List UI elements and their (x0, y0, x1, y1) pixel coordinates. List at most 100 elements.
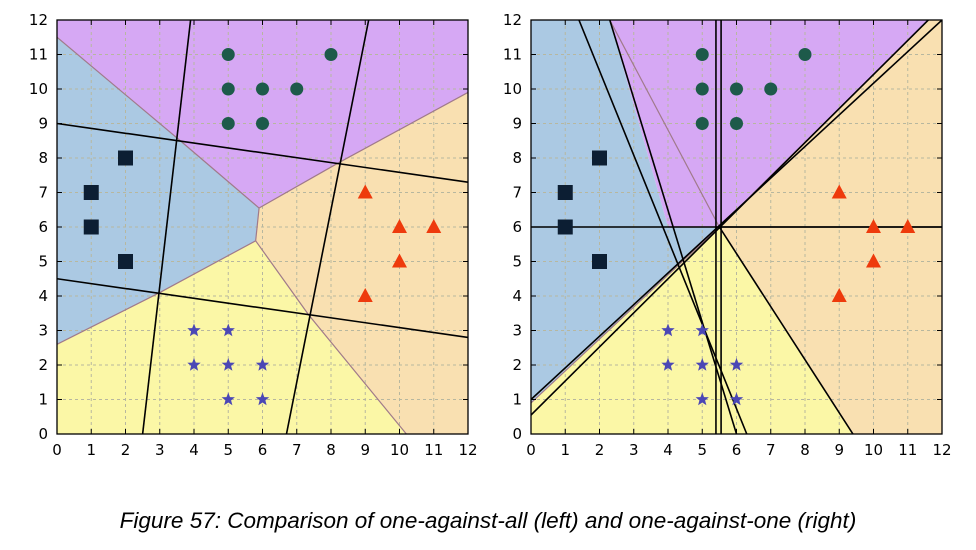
y-tick-label: 0 (512, 425, 522, 443)
y-tick-label: 12 (29, 11, 48, 29)
y-tick-label: 5 (38, 253, 48, 271)
x-tick-label: 9 (360, 441, 370, 459)
circle-point (695, 117, 709, 130)
star-point (695, 358, 709, 371)
star-point (221, 358, 235, 371)
y-tick-label: 6 (38, 218, 48, 236)
triangle-point (831, 288, 847, 302)
triangle-point (866, 253, 881, 268)
region-star (531, 227, 853, 434)
star-point (695, 392, 709, 406)
y-tick-label: 1 (512, 391, 522, 409)
y-tick-label: 1 (38, 391, 48, 409)
region-circle (57, 20, 468, 208)
circle-point (324, 48, 338, 61)
y-tick-label: 7 (512, 184, 522, 202)
y-tick-label: 4 (38, 287, 48, 305)
y-tick-label: 10 (29, 80, 48, 98)
region-boundary (255, 240, 310, 316)
x-tick-label: 1 (86, 441, 96, 459)
x-tick-label: 0 (52, 441, 62, 459)
x-tick-label: 6 (732, 441, 742, 459)
decision-line (141, 20, 192, 434)
x-tick-label: 4 (663, 441, 673, 459)
region-star (57, 240, 407, 434)
decision-line (57, 122, 468, 183)
triangle-point (831, 184, 847, 199)
x-tick-label: 5 (223, 441, 233, 459)
square-point (83, 219, 99, 235)
star-point (661, 323, 675, 337)
star-point (695, 323, 709, 337)
x-tick-label: 12 (458, 441, 477, 459)
circle-point (221, 48, 235, 61)
triangle-point (392, 219, 407, 233)
triangle-point (900, 219, 916, 233)
decision-line (57, 277, 468, 339)
triangle-point (357, 288, 373, 302)
star-point (187, 358, 201, 371)
circle-point (221, 117, 235, 130)
x-tick-label: 12 (932, 441, 951, 459)
square-point (118, 150, 133, 166)
y-tick-label: 8 (512, 149, 522, 167)
y-tick-label: 11 (503, 46, 522, 64)
star-point (255, 392, 270, 406)
y-tick-label: 11 (29, 46, 48, 64)
region-boundary (159, 240, 256, 294)
region-boundary (609, 20, 720, 228)
y-tick-label: 9 (38, 115, 48, 133)
y-tick-label: 6 (512, 218, 522, 236)
y-tick-label: 3 (512, 322, 522, 340)
region-boundary (531, 226, 720, 404)
region-boundary (57, 292, 161, 345)
region-boundary (179, 140, 260, 209)
star-point (187, 323, 201, 337)
x-tick-label: 9 (834, 441, 844, 459)
y-tick-label: 9 (512, 115, 522, 133)
circle-point (695, 82, 709, 96)
y-tick-label: 5 (512, 253, 522, 271)
y-tick-label: 0 (38, 425, 48, 443)
x-tick-label: 7 (766, 441, 776, 459)
star-point (255, 358, 270, 371)
y-tick-label: 7 (38, 184, 48, 202)
x-tick-label: 3 (155, 441, 165, 459)
circle-point (221, 82, 235, 96)
x-tick-label: 2 (595, 441, 605, 459)
star-point (221, 392, 235, 406)
triangle-point (392, 253, 407, 268)
x-tick-label: 3 (629, 441, 639, 459)
plot-area (531, 20, 942, 434)
star-point (729, 392, 744, 406)
x-tick-label: 7 (292, 441, 302, 459)
y-tick-label: 12 (503, 11, 522, 29)
y-tick-label: 3 (38, 322, 48, 340)
x-tick-label: 10 (390, 441, 409, 459)
x-tick-label: 11 (424, 441, 443, 459)
x-tick-label: 8 (800, 441, 810, 459)
plot-area (57, 20, 468, 434)
region-boundary (258, 162, 339, 209)
y-tick-label: 4 (512, 287, 522, 305)
triangle-point (426, 219, 442, 233)
star-point (661, 358, 675, 371)
square-point (118, 254, 133, 269)
triangle-point (357, 184, 373, 199)
decision-line (718, 226, 854, 434)
y-tick-label: 8 (38, 149, 48, 167)
x-tick-label: 11 (898, 441, 917, 459)
circle-point (256, 82, 269, 96)
circle-point (256, 117, 269, 130)
square-point (592, 254, 607, 269)
triangle-point (866, 219, 881, 233)
square-point (83, 185, 99, 200)
x-tick-label: 6 (258, 441, 268, 459)
x-tick-label: 8 (326, 441, 336, 459)
region-circle (609, 20, 929, 227)
x-tick-label: 4 (189, 441, 199, 459)
square-point (592, 150, 607, 166)
